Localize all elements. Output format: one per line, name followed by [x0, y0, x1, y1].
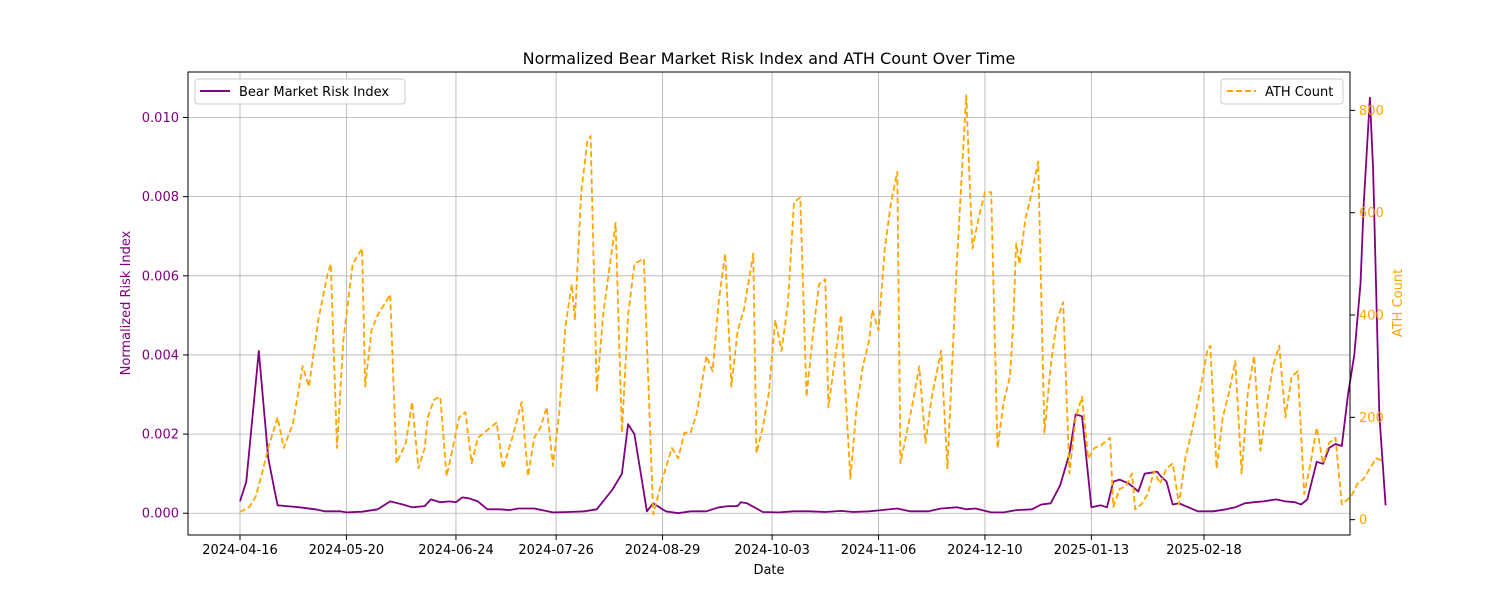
- x-tick-label-1: 2024-05-20: [309, 543, 385, 558]
- y-right-tick-label-3: 600: [1359, 206, 1384, 221]
- series-line-ath-count: [239, 94, 1383, 516]
- plot-frame: [187, 71, 1351, 536]
- legend-left: Bear Market Risk Index: [194, 78, 406, 105]
- x-tick-label-3: 2024-07-26: [518, 543, 594, 558]
- x-tick-label-9: 2025-02-18: [1166, 543, 1242, 558]
- grid: [188, 72, 1350, 535]
- y-right-tick-label-4: 800: [1359, 104, 1384, 119]
- x-tick-label-8: 2025-01-13: [1054, 543, 1130, 558]
- series-layer: [239, 94, 1387, 516]
- x-tick-label-4: 2024-08-29: [625, 543, 701, 558]
- chart-title: Normalized Bear Market Risk Index and AT…: [523, 49, 1016, 68]
- x-axis-label: Date: [753, 563, 784, 578]
- y-left-tick-label-3: 0.006: [142, 269, 179, 284]
- legend-right-label: ATH Count: [1265, 85, 1333, 100]
- series-line-risk-index: [239, 96, 1387, 515]
- y-left-tick-label-1: 0.002: [142, 428, 179, 443]
- x-tick-label-2: 2024-06-24: [418, 543, 494, 558]
- legend-right-box: [1220, 78, 1344, 105]
- y-left-tick-label-4: 0.008: [142, 190, 179, 205]
- legend-left-label: Bear Market Risk Index: [239, 85, 389, 100]
- y-left-tick-label-2: 0.004: [142, 348, 179, 363]
- legend-left-box: [194, 78, 406, 105]
- y-left-tick-label-0: 0.000: [142, 507, 179, 522]
- y-right-tick-label-0: 0: [1359, 513, 1367, 528]
- y-right-tick-label-1: 200: [1359, 411, 1384, 426]
- legend-right: ATH Count: [1220, 78, 1344, 105]
- y-axis-label-right: ATH Count: [1391, 269, 1406, 337]
- x-tick-label-6: 2024-11-06: [841, 543, 917, 558]
- x-tick-label-0: 2024-04-16: [202, 543, 278, 558]
- x-tick-label-5: 2024-10-03: [734, 543, 810, 558]
- y-right-tick-label-2: 400: [1359, 309, 1384, 324]
- x-tick-label-7: 2024-12-10: [947, 543, 1023, 558]
- y-axis-label-left: Normalized Risk Index: [119, 230, 134, 375]
- axes: 2024-04-16 2024-05-20 2024-06-24 2024-07-26…: [142, 104, 1384, 558]
- y-left-tick-label-5: 0.010: [142, 111, 179, 126]
